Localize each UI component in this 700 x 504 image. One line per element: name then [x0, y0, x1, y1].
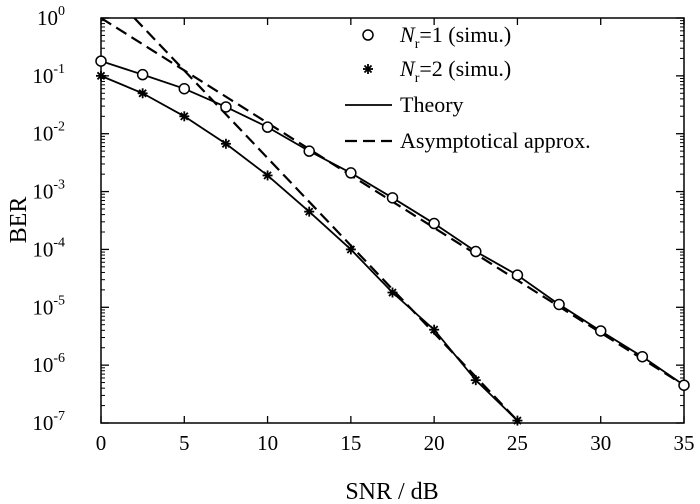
- data-point-nr2: [512, 415, 523, 426]
- y-tick-label: 10-4: [32, 235, 65, 261]
- data-point-nr2: [304, 206, 315, 217]
- y-tick-base: 10: [32, 64, 53, 88]
- data-point-nr1: [553, 298, 565, 311]
- data-curves: [101, 18, 684, 422]
- data-point-nr1: [261, 121, 274, 133]
- y-tick-exponent: -7: [53, 409, 65, 424]
- data-point-nr2: [470, 375, 481, 386]
- asymptotic-line: [133, 18, 519, 422]
- x-tick-label: 15: [340, 431, 361, 455]
- data-point-nr1: [303, 145, 315, 157]
- legend-subscript: r: [415, 37, 420, 52]
- y-tick-label: 10-5: [32, 293, 65, 319]
- data-point-nr2: [137, 88, 148, 99]
- legend-subscript: r: [415, 71, 420, 86]
- y-tick-label: 10-2: [32, 120, 65, 146]
- data-point-nr1: [136, 68, 149, 81]
- data-point-nr1: [95, 55, 107, 67]
- legend-marker-asterisk: [363, 64, 373, 74]
- legend-var: N: [399, 22, 416, 47]
- legend-label: Theory: [400, 92, 464, 117]
- data-point-nr1: [511, 269, 524, 281]
- axis-ticks: [100, 17, 685, 424]
- y-tick-exponent: -6: [53, 351, 65, 366]
- y-tick-label: 10-3: [32, 178, 65, 204]
- x-axis-title: SNR / dB: [345, 479, 438, 504]
- y-tick-base: 10: [32, 122, 53, 146]
- y-tick-label: 10-7: [32, 409, 65, 435]
- data-point-nr1: [678, 379, 690, 391]
- legend-label: =2 (simu.): [419, 56, 511, 81]
- theory-line: [101, 60, 684, 386]
- data-point-nr1: [178, 82, 191, 95]
- x-tick-label: 25: [507, 431, 528, 455]
- data-point-nr2: [262, 170, 273, 181]
- data-point-nr1: [220, 101, 232, 113]
- data-point-nr2: [179, 111, 190, 122]
- y-tick-exponent: 0: [58, 4, 65, 19]
- x-tick-label: 20: [424, 431, 445, 455]
- plot-area-frame: [100, 17, 685, 424]
- legend-entry-text: Nr=1 (simu.): [399, 22, 511, 52]
- data-point-nr1: [345, 167, 357, 179]
- data-point-nr1: [636, 350, 649, 363]
- y-axis-title: BER: [6, 197, 32, 244]
- legend-marker-circle: [362, 29, 374, 41]
- y-tick-label: 100: [37, 4, 65, 30]
- x-tick-label: 35: [674, 431, 695, 455]
- y-tick-base: 10: [32, 180, 53, 204]
- y-tick-exponent: -4: [53, 235, 65, 250]
- legend-label: =1 (simu.): [419, 22, 511, 47]
- x-tick-label: 10: [257, 431, 278, 455]
- data-point-nr1: [470, 245, 482, 258]
- data-point-nr2: [429, 324, 440, 335]
- y-tick-exponent: -5: [53, 293, 65, 308]
- data-point-nr2: [96, 70, 106, 81]
- y-tick-exponent: -3: [53, 178, 65, 193]
- legend-entry-text: Asymptotical approx.: [400, 128, 591, 153]
- data-point-nr1: [386, 192, 399, 204]
- data-markers: [95, 55, 690, 426]
- y-tick-base: 10: [32, 353, 53, 377]
- data-point-nr2: [387, 287, 398, 298]
- legend-label: Asymptotical approx.: [400, 128, 591, 153]
- x-tick-label: 5: [179, 431, 190, 455]
- y-tick-exponent: -1: [53, 62, 65, 77]
- y-tick-label: 10-6: [32, 351, 65, 377]
- data-point-nr2: [345, 244, 356, 255]
- legend-entry-text: Theory: [400, 92, 464, 117]
- legend-entry-text: Nr=2 (simu.): [399, 56, 511, 86]
- x-tick-labels: 0 5 10 15 20 25 30 35: [96, 431, 695, 455]
- y-tick-base: 10: [32, 411, 53, 435]
- data-point-nr2: [220, 138, 231, 149]
- y-tick-base: 10: [32, 295, 53, 319]
- y-tick-label: 10-1: [32, 62, 65, 88]
- x-tick-label: 30: [590, 431, 611, 455]
- x-tick-label: 0: [96, 431, 107, 455]
- y-tick-base: 10: [32, 237, 53, 261]
- legend-var: N: [399, 56, 416, 81]
- data-point-nr1: [428, 217, 440, 230]
- legend: Nr=1 (simu.)Nr=2 (simu.)TheoryAsymptotic…: [345, 22, 591, 153]
- y-tick-base: 10: [37, 6, 58, 30]
- y-tick-exponent: -2: [53, 120, 65, 135]
- data-point-nr1: [594, 325, 607, 337]
